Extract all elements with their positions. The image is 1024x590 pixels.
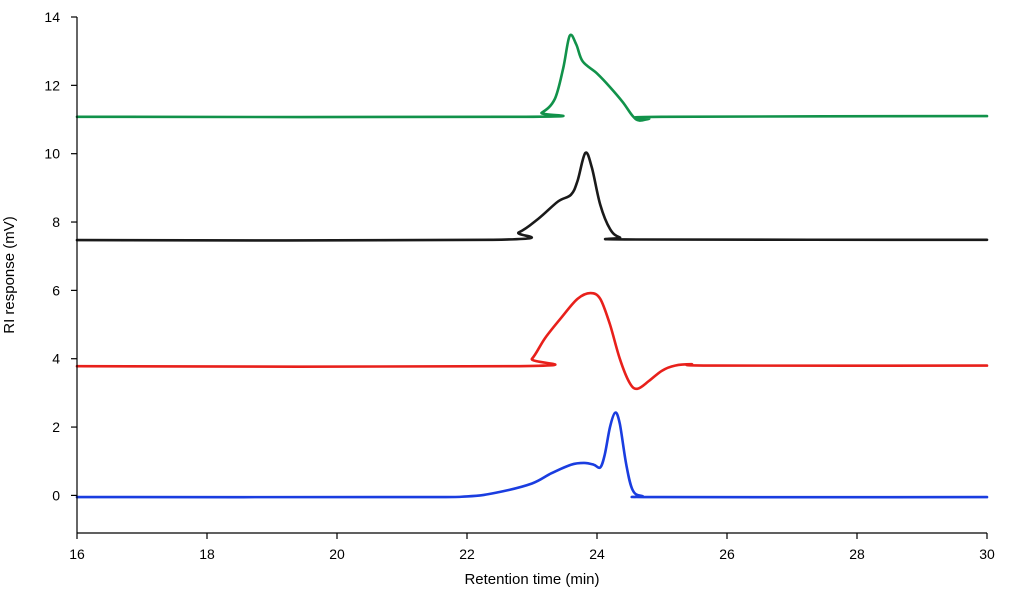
x-tick-label: 30	[979, 546, 995, 562]
y-tick-label: 0	[52, 487, 60, 503]
y-axis-ticks: 0 2 4 6 8 10 12 14	[44, 9, 77, 503]
y-tick-label: 14	[44, 9, 60, 25]
x-tick-label: 22	[459, 546, 475, 562]
y-axis-title: RI response (mV)	[1, 216, 18, 334]
x-tick-label: 18	[199, 546, 215, 562]
x-axis-title: Retention time (min)	[464, 571, 599, 588]
series-lines	[75, 33, 989, 499]
y-tick-label: 6	[52, 282, 60, 298]
x-tick-label: 24	[589, 546, 605, 562]
y-tick-label: 2	[52, 419, 60, 435]
y-tick-label: 4	[52, 351, 60, 367]
x-tick-label: 16	[69, 546, 85, 562]
series-line-1	[75, 411, 989, 499]
x-tick-label: 26	[719, 546, 735, 562]
x-tick-label: 28	[849, 546, 865, 562]
series-line-2	[75, 291, 989, 391]
y-tick-label: 12	[44, 77, 60, 93]
series-line-4	[75, 33, 989, 122]
x-tick-label: 20	[329, 546, 345, 562]
y-tick-label: 8	[52, 214, 60, 230]
y-tick-label: 10	[44, 146, 60, 162]
x-axis-ticks: 16 18 20 22 24 26 28 30	[69, 533, 995, 562]
series-line-3	[75, 151, 989, 242]
